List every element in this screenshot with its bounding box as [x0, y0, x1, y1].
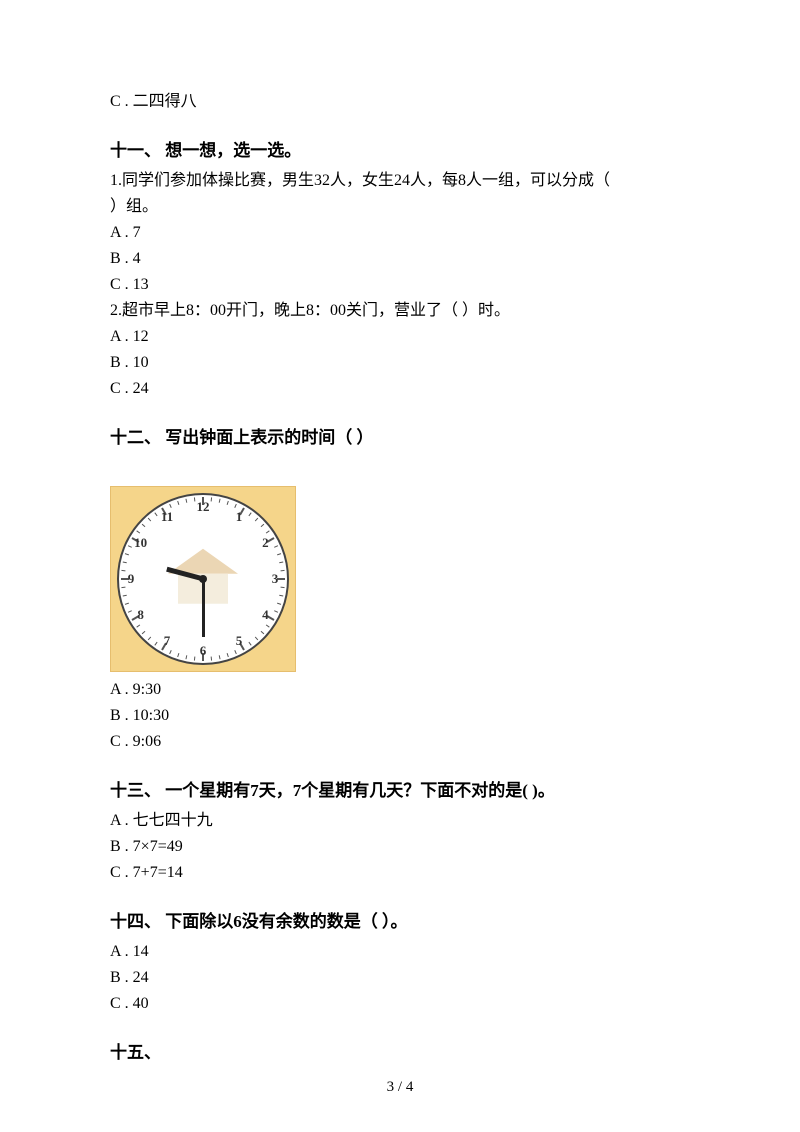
q12-option-a: A . 9:30 [110, 678, 690, 702]
clock-tick [194, 497, 195, 501]
q11-1-option-b: B . 4 [110, 247, 690, 271]
clock-tick [279, 561, 283, 563]
clock-number: 6 [200, 643, 207, 659]
clock-tick [123, 595, 127, 597]
q12-option-c: C . 9:06 [110, 730, 690, 754]
orphan-option-c: C . 二四得八 [110, 90, 690, 114]
clock-tick [128, 610, 132, 613]
q11-2-option-c: C . 24 [110, 377, 690, 401]
clock-tick [154, 512, 157, 516]
q13-option-a: A . 七七四十九 [110, 809, 690, 833]
clock-tick [128, 545, 132, 548]
clock-tick [121, 570, 125, 571]
clock-tick [281, 570, 285, 571]
clock-tick [266, 530, 270, 533]
q11-1-option-a: A . 7 [110, 221, 690, 245]
q11-2-stem: 2.超市早上8：00开门，晚上8：00关门，营业了（ ）时。 [110, 299, 690, 323]
clock-tick [177, 653, 179, 657]
clock-tick [227, 653, 229, 657]
q14-option-b: B . 24 [110, 966, 690, 990]
q13-option-c: C . 7+7=14 [110, 861, 690, 885]
clock-tick [136, 530, 140, 533]
clock-tick [142, 631, 146, 634]
clock-figure: 121234567891011 [110, 486, 296, 672]
clock-tick [148, 637, 151, 641]
clock-tick [142, 524, 146, 527]
clock-tick [279, 595, 283, 597]
clock-center-dot [199, 575, 207, 583]
q11-2-option-a: A . 12 [110, 325, 690, 349]
section-13-title: 十三、 一个星期有7天，7个星期有几天？下面不对的是( )。 [110, 776, 690, 801]
clock-tick [234, 650, 237, 654]
clock-tick [248, 512, 251, 516]
clock-tick [136, 624, 140, 627]
clock-tick [261, 631, 265, 634]
clock-tick [227, 501, 229, 505]
clock-tick [274, 610, 278, 613]
clock-tick [211, 657, 212, 661]
clock-tick [255, 518, 258, 522]
clock-tick [148, 518, 151, 522]
clock-tick [154, 642, 157, 646]
clock-tick [169, 650, 172, 654]
clock-face: 121234567891011 [117, 493, 289, 665]
clock-tick [274, 545, 278, 548]
clock-tick [185, 499, 187, 503]
clock-tick [248, 642, 251, 646]
clock-number: 9 [128, 571, 135, 587]
clock-number: 5 [236, 633, 243, 649]
q11-1-stem-line2: ）组。 [110, 195, 690, 219]
q13-option-b: B . 7×7=49 [110, 835, 690, 859]
clock-tick [266, 624, 270, 627]
clock-tick [211, 497, 212, 501]
clock-number: 1 [236, 509, 243, 525]
q11-1-option-c: C . 13 [110, 273, 690, 297]
clock-tick [277, 553, 281, 555]
q12-option-b: B . 10:30 [110, 704, 690, 728]
clock-number: 3 [272, 571, 279, 587]
section-14-title: 十四、 下面除以6没有余数的数是（ ）。 [110, 907, 690, 932]
clock-number: 7 [164, 633, 171, 649]
clock-number: 4 [262, 607, 269, 623]
page-footer: 3 / 4 [0, 1079, 800, 1096]
clock-tick [255, 637, 258, 641]
clock-tick [125, 553, 129, 555]
clock-tick [219, 499, 221, 503]
clock-tick [277, 603, 281, 605]
clock-number: 12 [197, 499, 210, 515]
clock-tick [234, 504, 237, 508]
clock-number: 8 [137, 607, 144, 623]
clock-number: 10 [134, 535, 147, 551]
section-15-title: 十五、 [110, 1038, 690, 1063]
q11-2-option-b: B . 10 [110, 351, 690, 375]
clock-tick [169, 504, 172, 508]
clock-tick [219, 655, 221, 659]
clock-tick [123, 561, 127, 563]
clock-tick [261, 524, 265, 527]
clock-tick [177, 501, 179, 505]
clock-tick [121, 587, 125, 588]
clock-tick [185, 655, 187, 659]
clock-tick [194, 657, 195, 661]
clock-minute-hand [202, 579, 205, 637]
q14-option-a: A . 14 [110, 940, 690, 964]
clock-number: 11 [161, 509, 173, 525]
q14-option-c: C . 40 [110, 992, 690, 1016]
section-12-title: 十二、 写出钟面上表示的时间（ ） [110, 423, 690, 448]
q11-1-stem-line1: 1.同学们参加体操比赛，男生32人，女生24人，每8人一组，可以分成（ [110, 169, 690, 193]
clock-number: 2 [262, 535, 269, 551]
clock-tick [281, 587, 285, 588]
section-11-title: 十一、 想一想，选一选。 [110, 136, 690, 161]
clock-tick [125, 603, 129, 605]
